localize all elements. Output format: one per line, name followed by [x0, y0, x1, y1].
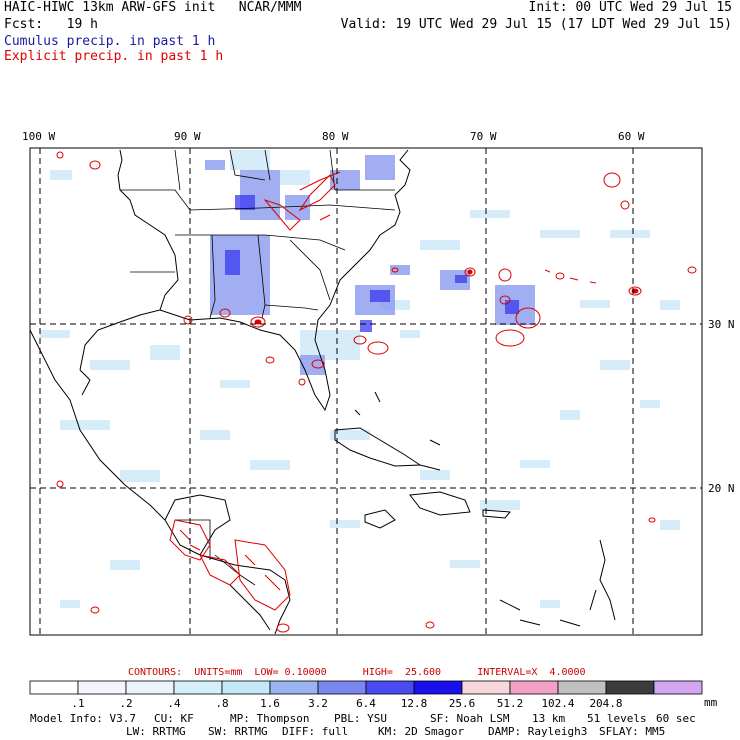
legend-explicit: Explicit precip. in past 1 h — [4, 49, 224, 64]
model-info-item: DAMP: Rayleigh3 — [488, 725, 588, 738]
colorbar-label: 25.6 — [448, 697, 476, 710]
colorbar-label: 3.2 — [308, 697, 328, 710]
colorbar-box — [269, 680, 319, 695]
lat-label-20n: 20 N — [708, 482, 735, 495]
lon-label-70w: 70 W — [470, 130, 497, 143]
forecast-hour: Fcst: 19 h — [4, 17, 98, 32]
model-info-item: Model Info: V3.7 — [30, 712, 136, 725]
colorbar-label: .2 — [119, 697, 133, 710]
model-info-item: 13 km — [532, 712, 566, 725]
model-info-item: SW: RRTMG — [208, 725, 268, 738]
colorbar-box — [413, 680, 463, 695]
colorbar — [29, 680, 703, 695]
coastlines — [29, 149, 616, 635]
model-info-item: SFLAY: MM5 — [599, 725, 666, 738]
lon-label-100w: 100 W — [22, 130, 56, 143]
lon-label-60w: 60 W — [618, 130, 645, 143]
model-info-item: PBL: YSU — [334, 712, 387, 725]
contours-info: CONTOURS: UNITS=mm LOW= 0.10000 HIGH= 25… — [128, 667, 586, 678]
political-borders — [120, 149, 396, 586]
lat-lon-grid — [30, 148, 702, 635]
map-frame — [29, 147, 703, 636]
legend-cumulus: Cumulus precip. in past 1 h — [4, 34, 216, 49]
valid-time: Valid: 19 UTC Wed 29 Jul 15 (17 LDT Wed … — [340, 17, 732, 32]
colorbar-box — [77, 680, 127, 695]
model-info-item: 60 sec — [656, 712, 696, 725]
colorbar-label: 204.8 — [589, 697, 623, 710]
colorbar-box — [29, 680, 79, 695]
colorbar-box — [557, 680, 607, 695]
model-info-item: LW: RRTMG — [126, 725, 186, 738]
lon-label-80w: 80 W — [322, 130, 349, 143]
colorbar-unit: mm — [704, 696, 718, 709]
model-info-item: CU: KF — [154, 712, 194, 725]
light-precip-shading — [40, 150, 680, 608]
colorbar-label: .8 — [215, 697, 229, 710]
colorbar-label: .1 — [71, 697, 85, 710]
colorbar-box — [317, 680, 367, 695]
colorbar-label: 1.6 — [260, 697, 280, 710]
model-info-item: MP: Thompson — [230, 712, 310, 725]
model-info-item: KM: 2D Smagor — [378, 725, 465, 738]
cumulus-precip-shading — [205, 155, 535, 375]
colorbar-label: .4 — [167, 697, 181, 710]
colorbar-box — [173, 680, 223, 695]
model-info-item: SF: Noah LSM — [430, 712, 510, 725]
colorbar-box — [461, 680, 511, 695]
colorbar-box — [653, 680, 703, 695]
lat-label-30n: 30 N — [708, 318, 735, 331]
model-info-item: 51 levels — [587, 712, 647, 725]
model-info-item: DIFF: full — [282, 725, 349, 738]
colorbar-box — [365, 680, 415, 695]
lon-label-90w: 90 W — [174, 130, 201, 143]
colorbar-box — [509, 680, 559, 695]
colorbar-label: 51.2 — [496, 697, 524, 710]
colorbar-box — [125, 680, 175, 695]
init-time: Init: 00 UTC Wed 29 Jul 15 — [528, 0, 733, 15]
colorbar-label: 102.4 — [541, 697, 575, 710]
heavy-cumulus-precip — [225, 195, 519, 332]
colorbar-label: 6.4 — [356, 697, 376, 710]
model-title: HAIC-HIWC 13km ARW-GFS init NCAR/MMM — [4, 0, 302, 15]
colorbar-box — [221, 680, 271, 695]
explicit-precip-contours — [56, 151, 697, 633]
colorbar-box — [605, 680, 655, 695]
colorbar-label: 12.8 — [400, 697, 428, 710]
